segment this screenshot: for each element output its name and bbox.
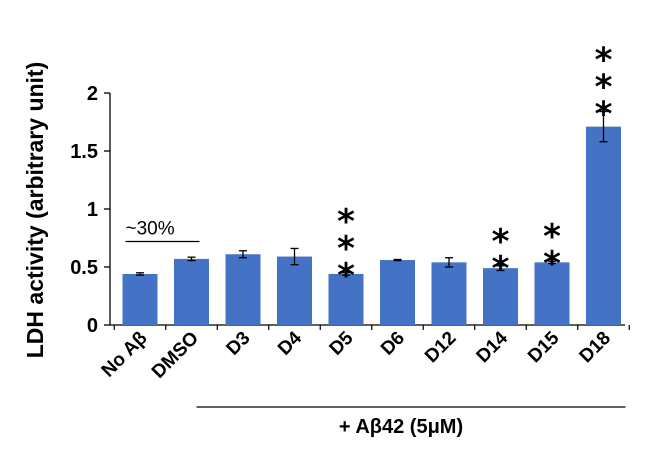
x-tick-label: No Aβ	[98, 328, 152, 382]
x-tick-label: D5	[326, 327, 358, 359]
y-tick-label: 2	[87, 83, 98, 105]
group-label: + Aβ42 (5μM)	[339, 416, 463, 438]
bar	[586, 126, 621, 325]
x-tick-label: D6	[377, 328, 409, 360]
x-tick-label: D4	[274, 327, 306, 359]
x-tick-label: D14	[473, 327, 513, 367]
y-tick-label: 1.5	[70, 141, 98, 163]
annotation-text: ~30%	[126, 218, 175, 239]
x-tick-label: DMSO	[148, 328, 203, 383]
x-tick-label: D18	[576, 328, 615, 367]
bar	[431, 262, 467, 325]
significance-label: * *	[543, 217, 561, 284]
y-tick-label: 0.5	[70, 257, 98, 279]
bar	[534, 262, 570, 325]
x-tick-label: D3	[223, 328, 255, 360]
significance-label: * * *	[337, 202, 355, 296]
bar	[225, 254, 261, 325]
x-tick-label: D15	[524, 327, 564, 367]
significance-label: * * *	[595, 41, 613, 135]
x-tick-label: D12	[421, 328, 460, 367]
y-axis-label: LDH activity (arbitrary unit)	[22, 62, 48, 359]
bar	[174, 258, 209, 325]
bar	[328, 273, 364, 325]
bar	[277, 256, 312, 325]
significance-label: * *	[492, 222, 510, 289]
bar	[380, 260, 415, 325]
bar	[483, 268, 518, 325]
y-tick-label: 1	[87, 199, 98, 221]
bar	[122, 273, 158, 325]
y-tick-label: 0	[87, 315, 98, 337]
